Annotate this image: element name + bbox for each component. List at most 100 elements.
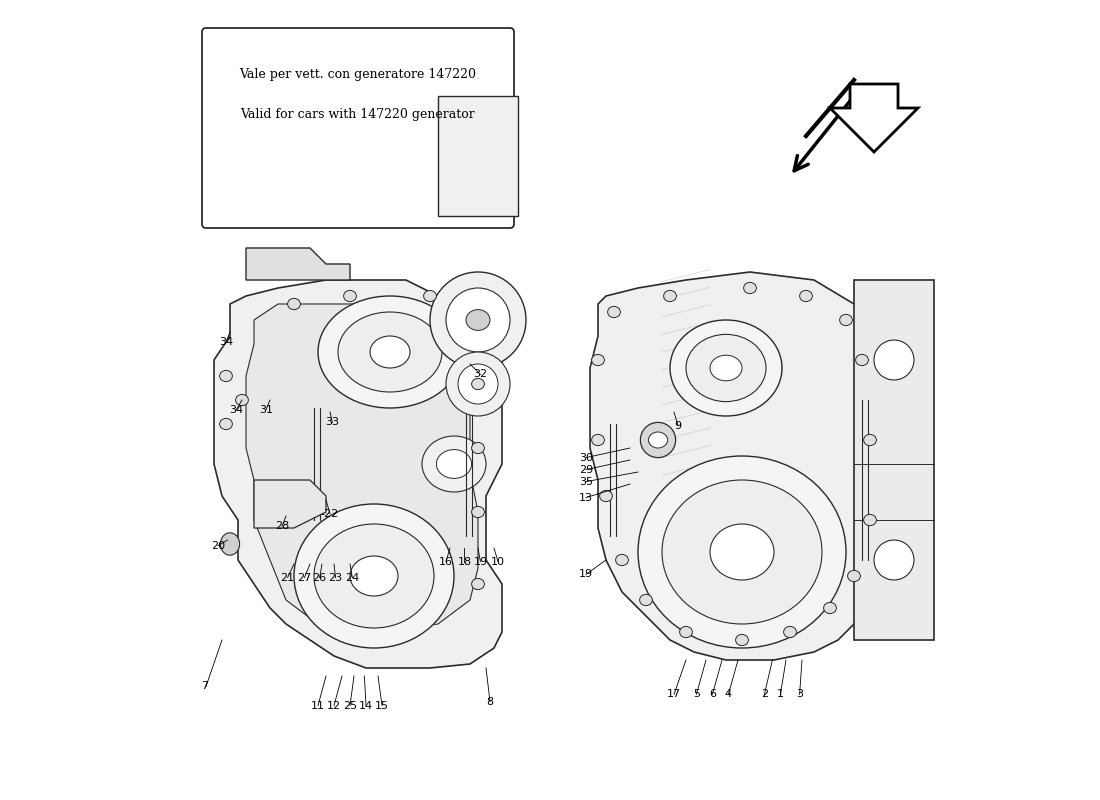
Text: 23: 23 <box>329 573 343 582</box>
Text: 16: 16 <box>439 557 453 566</box>
Text: eurospares: eurospares <box>661 451 839 509</box>
Ellipse shape <box>848 570 860 582</box>
Ellipse shape <box>864 434 877 446</box>
Ellipse shape <box>338 312 442 392</box>
Ellipse shape <box>220 533 240 555</box>
Ellipse shape <box>800 290 813 302</box>
Polygon shape <box>214 280 502 668</box>
Ellipse shape <box>314 524 435 628</box>
Ellipse shape <box>592 354 604 366</box>
Text: 12: 12 <box>327 701 341 710</box>
Text: 10: 10 <box>491 557 505 566</box>
Ellipse shape <box>318 296 462 408</box>
Ellipse shape <box>686 334 766 402</box>
Text: 25: 25 <box>343 701 358 710</box>
Ellipse shape <box>680 626 692 638</box>
Ellipse shape <box>710 524 774 580</box>
Text: 17: 17 <box>667 690 681 699</box>
Text: 20: 20 <box>211 541 226 550</box>
Text: 1: 1 <box>777 690 784 699</box>
Ellipse shape <box>662 480 822 624</box>
Text: 34: 34 <box>229 405 243 414</box>
Ellipse shape <box>343 290 356 302</box>
Ellipse shape <box>446 352 510 416</box>
Ellipse shape <box>638 456 846 648</box>
Ellipse shape <box>592 434 604 446</box>
Ellipse shape <box>670 320 782 416</box>
Text: 3: 3 <box>796 690 803 699</box>
Ellipse shape <box>294 504 454 648</box>
Ellipse shape <box>648 432 668 448</box>
Ellipse shape <box>616 554 628 566</box>
Ellipse shape <box>639 594 652 606</box>
Ellipse shape <box>220 370 232 382</box>
Text: Valid for cars with 147220 generator: Valid for cars with 147220 generator <box>241 108 475 121</box>
Text: 19: 19 <box>473 557 487 566</box>
Text: 5: 5 <box>693 690 700 699</box>
Ellipse shape <box>424 290 437 302</box>
Text: 2: 2 <box>761 690 768 699</box>
Text: 27: 27 <box>297 573 311 582</box>
Text: 15: 15 <box>375 701 389 710</box>
Text: 11: 11 <box>311 701 324 710</box>
Text: 28: 28 <box>275 522 289 531</box>
Text: 35: 35 <box>579 477 593 486</box>
Text: -22: -22 <box>321 509 339 518</box>
Ellipse shape <box>472 442 484 454</box>
Ellipse shape <box>874 540 914 580</box>
Ellipse shape <box>736 634 748 646</box>
Polygon shape <box>246 304 478 632</box>
Text: 21: 21 <box>280 573 295 582</box>
Text: 34: 34 <box>219 338 233 347</box>
Text: Vale per vett. con generatore 147220: Vale per vett. con generatore 147220 <box>240 68 476 81</box>
Text: eurospares: eurospares <box>276 353 472 415</box>
Text: 8: 8 <box>486 697 494 706</box>
Text: 33: 33 <box>326 418 340 427</box>
Text: 6: 6 <box>708 690 716 699</box>
Ellipse shape <box>640 422 675 458</box>
Polygon shape <box>854 280 934 640</box>
Ellipse shape <box>430 272 526 368</box>
Ellipse shape <box>864 514 877 526</box>
Ellipse shape <box>370 336 410 368</box>
Polygon shape <box>254 480 326 528</box>
Ellipse shape <box>856 354 868 366</box>
Text: 7: 7 <box>201 682 208 691</box>
Polygon shape <box>438 96 518 216</box>
Text: 30: 30 <box>579 453 593 462</box>
Text: 31: 31 <box>258 405 273 414</box>
Ellipse shape <box>839 314 853 326</box>
Ellipse shape <box>466 310 490 330</box>
Ellipse shape <box>422 436 486 492</box>
Ellipse shape <box>287 298 300 310</box>
FancyBboxPatch shape <box>202 28 514 228</box>
Ellipse shape <box>472 506 484 518</box>
Polygon shape <box>830 84 918 152</box>
Ellipse shape <box>783 626 796 638</box>
Ellipse shape <box>600 490 613 502</box>
Text: 13: 13 <box>579 493 593 502</box>
Ellipse shape <box>350 556 398 596</box>
Ellipse shape <box>710 355 742 381</box>
Ellipse shape <box>472 578 484 590</box>
Polygon shape <box>246 248 350 280</box>
Ellipse shape <box>874 340 914 380</box>
Text: 18: 18 <box>458 557 472 566</box>
Text: 14: 14 <box>359 701 373 710</box>
Ellipse shape <box>472 378 484 390</box>
Ellipse shape <box>235 394 249 406</box>
Text: 4: 4 <box>725 690 732 699</box>
Ellipse shape <box>824 602 836 614</box>
Ellipse shape <box>458 364 498 404</box>
Ellipse shape <box>220 418 232 430</box>
Ellipse shape <box>446 288 510 352</box>
Ellipse shape <box>607 306 620 318</box>
Ellipse shape <box>663 290 676 302</box>
Ellipse shape <box>744 282 757 294</box>
Text: eurospares: eurospares <box>294 598 454 650</box>
Text: 26: 26 <box>312 573 327 582</box>
Text: 9: 9 <box>674 421 682 430</box>
Text: 29: 29 <box>579 465 593 474</box>
Text: 24: 24 <box>345 573 360 582</box>
Ellipse shape <box>437 450 472 478</box>
